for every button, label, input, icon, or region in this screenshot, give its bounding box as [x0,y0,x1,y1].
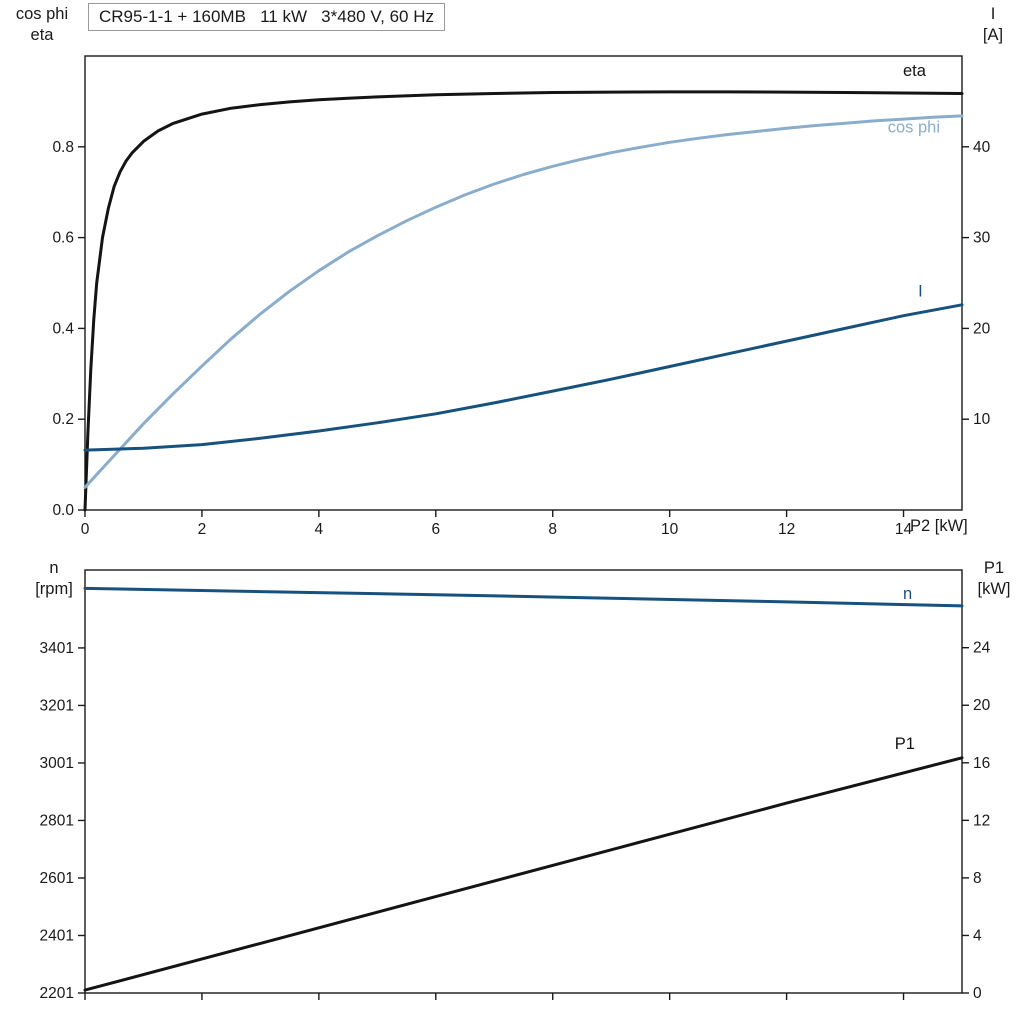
svg-text:0.0: 0.0 [52,502,74,519]
svg-text:14: 14 [895,521,913,538]
bottom-left-axis-label: n [rpm] [18,558,90,600]
svg-text:4: 4 [973,927,982,944]
svg-text:2201: 2201 [40,985,74,1002]
left-axis-unit-line1: cos phi [15,5,69,23]
svg-text:0.4: 0.4 [52,320,74,337]
bottom-right-axis-label: P1 [kW] [966,558,1022,600]
svg-text:0.6: 0.6 [52,230,74,247]
svg-text:20: 20 [973,697,991,714]
speed-axis-unit-line2: [rpm] [35,580,73,598]
power-axis-unit-line2: [kW] [977,580,1011,598]
svg-text:0: 0 [81,521,90,538]
svg-text:40: 40 [973,139,991,156]
svg-text:0: 0 [973,985,982,1002]
svg-text:2801: 2801 [40,812,74,829]
svg-text:2601: 2601 [40,870,74,887]
top-right-axis-label: I [A] [966,4,1020,46]
svg-text:0.2: 0.2 [52,411,74,428]
svg-text:4: 4 [315,521,324,538]
svg-text:8: 8 [973,870,982,887]
svg-text:12: 12 [973,812,990,829]
svg-text:0.8: 0.8 [52,139,74,156]
svg-text:P1: P1 [895,735,915,753]
svg-text:10: 10 [661,521,679,538]
svg-text:2401: 2401 [40,927,74,944]
svg-text:3201: 3201 [40,697,74,714]
svg-text:eta: eta [903,62,927,80]
svg-text:3001: 3001 [40,755,74,772]
svg-text:30: 30 [973,230,991,247]
svg-text:12: 12 [778,521,795,538]
x-axis-label: P2 [kW] [910,517,968,535]
top-left-axis-label: cos phi eta [4,4,80,46]
svg-text:8: 8 [548,521,557,538]
svg-text:I: I [918,283,923,301]
svg-text:16: 16 [973,755,990,772]
svg-text:24: 24 [973,640,991,657]
svg-text:cos phi: cos phi [888,118,940,136]
svg-text:3401: 3401 [40,640,74,657]
svg-text:10: 10 [973,411,991,428]
svg-text:6: 6 [431,521,440,538]
right-axis-unit-line1: I [990,5,996,23]
chart-title-box: CR95-1-1 + 160MB 11 kW 3*480 V, 60 Hz [88,3,445,31]
power-axis-unit-line1: P1 [983,559,1005,577]
svg-text:20: 20 [973,320,991,337]
svg-text:2: 2 [198,521,207,538]
left-axis-unit-line2: eta [30,26,54,44]
right-axis-unit-line2: [A] [982,26,1004,44]
svg-text:n: n [903,585,912,603]
speed-axis-unit-line1: n [49,559,59,577]
